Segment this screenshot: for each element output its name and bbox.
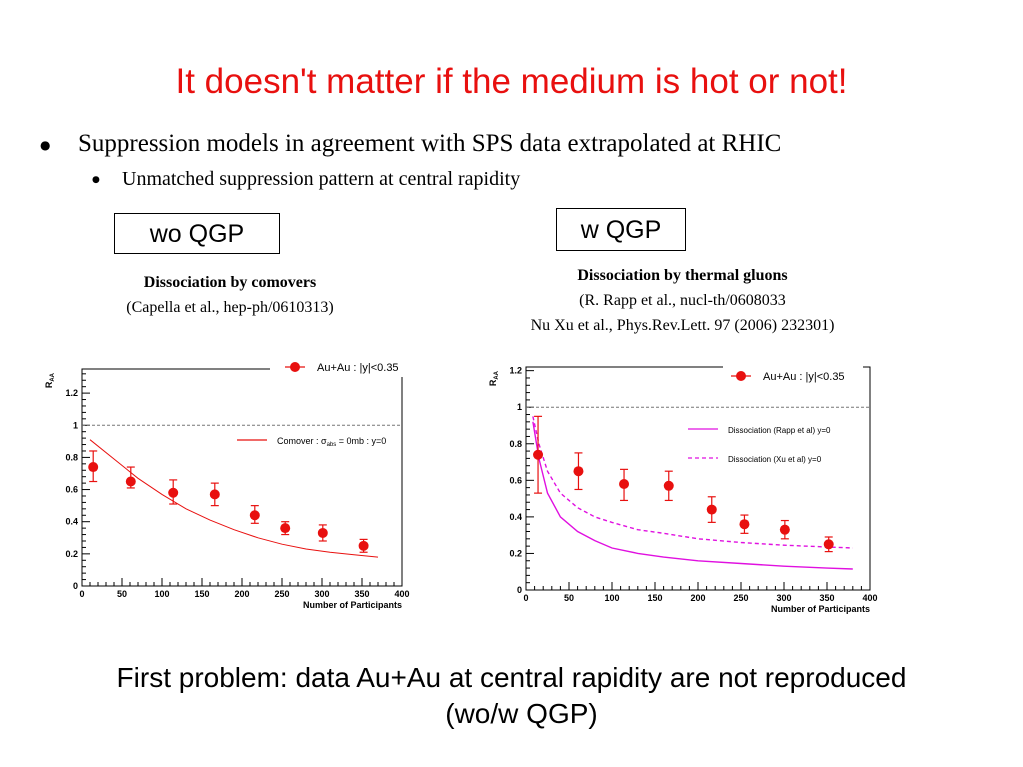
legend-marker [290, 362, 300, 372]
data-point [619, 478, 630, 489]
y-tick-label: 1 [517, 402, 522, 412]
legend-box [270, 357, 410, 377]
y-axis-title-sub: AA [494, 370, 500, 379]
caption-left-ref: (Capella et al., hep-ph/0610313) [126, 299, 334, 316]
conclusion: First problem: data Au+Au at central rap… [0, 660, 1023, 732]
x-tick-label: 400 [862, 593, 877, 603]
x-tick-label: 200 [690, 593, 705, 603]
legend-label-part: Comover : σ [277, 436, 327, 446]
x-tick-label: 0 [523, 593, 528, 603]
x-tick-label: 50 [117, 589, 127, 599]
data-point [533, 449, 544, 460]
chart-thermal-gluons: 0 50 100 150 200 250 300 350 400 0 0.2 0.4 0.6 0.8 1 1.… [488, 364, 878, 614]
bullet-sub: ● Unmatched suppression pattern at centra… [92, 168, 520, 191]
x-axis-title: Number of Participants [771, 604, 870, 614]
x-tick-label: 150 [194, 589, 209, 599]
x-tick-label: 100 [604, 593, 619, 603]
y-tick-label: 1.2 [509, 366, 522, 376]
y-tick-label: 0 [73, 581, 78, 591]
y-tick-label: 0.8 [509, 439, 522, 449]
x-tick-label: 200 [234, 589, 249, 599]
data-point [249, 510, 260, 521]
y-tick-label: 0.2 [65, 549, 78, 559]
legend-label: Au+Au : |y|<0.35 [763, 371, 845, 383]
slide-title: It doesn't matter if the medium is hot o… [175, 62, 848, 101]
y-tick-label: 1.2 [65, 388, 78, 398]
label-box-w-qgp: w QGP [556, 208, 686, 251]
data-point [280, 523, 291, 534]
x-tick-label: 0 [79, 589, 84, 599]
x-tick-label: 150 [647, 593, 662, 603]
bullet-main-text: Suppression models in agreement with SPS… [78, 130, 782, 157]
data-point [317, 527, 328, 538]
caption-right-ref1: (R. Rapp et al., nucl-th/0608033 [579, 292, 786, 309]
bullet-dot-icon: ● [40, 138, 51, 153]
data-point [739, 519, 750, 530]
y-tick-label: 0.4 [65, 517, 78, 527]
caption-right: Dissociation by thermal gluons (R. Rapp … [460, 263, 905, 338]
x-tick-label: 350 [819, 593, 834, 603]
data-point [168, 487, 179, 498]
plot-frame [525, 366, 871, 591]
data-point [88, 462, 99, 473]
y-tick-label: 0.4 [509, 512, 522, 522]
data-point [125, 476, 136, 487]
x-tick-label: 300 [776, 593, 791, 603]
model-curve [532, 416, 853, 549]
legend-label: Au+Au : |y|<0.35 [317, 362, 399, 374]
y-tick-label: 1 [73, 420, 78, 430]
data-point [663, 480, 674, 491]
x-tick-label: 250 [274, 589, 289, 599]
data-point [779, 524, 790, 535]
model-curve [532, 421, 853, 570]
model-curve [89, 439, 379, 558]
y-tick-label: 0.6 [509, 475, 522, 485]
y-axis-title: RAA [488, 370, 500, 386]
conclusion-line2: (wo/w QGP) [445, 698, 598, 729]
data-point [209, 489, 220, 500]
data-point [706, 504, 717, 515]
x-axis-title: Number of Participants [303, 600, 402, 610]
legend-label-part: abs [327, 442, 337, 448]
caption-right-ref2: Nu Xu et al., Phys.Rev.Lett. 97 (2006) 2… [530, 317, 835, 334]
y-tick-label: 0.6 [65, 485, 78, 495]
x-tick-label: 400 [394, 589, 409, 599]
x-tick-label: 50 [564, 593, 574, 603]
y-axis-title-sub: AA [50, 372, 56, 381]
x-tick-label: 300 [314, 589, 329, 599]
legend-label-part: = 0mb : y=0 [336, 436, 386, 446]
bullet-main: ● Suppression models in agreement with SP… [40, 130, 781, 158]
bullet-dot-icon: ● [92, 175, 100, 186]
legend-label: Dissociation (Xu et al) y=0 [728, 455, 822, 464]
y-tick-label: 0.8 [65, 452, 78, 462]
label-box-wo-qgp: wo QGP [114, 213, 280, 254]
x-tick-label: 250 [733, 593, 748, 603]
legend-label: Comover : σabs = 0mb : y=0 [277, 436, 386, 448]
x-tick-label: 100 [154, 589, 169, 599]
data-point [358, 540, 369, 551]
conclusion-line1: First problem: data Au+Au at central rap… [116, 662, 907, 693]
caption-right-title: Dissociation by thermal gluons [577, 267, 788, 284]
legend-label: Dissociation (Rapp et al) y=0 [728, 426, 831, 435]
chart-comovers: 0 50 100 150 200 250 300 350 400 0 0.2 0.4 0.6 0.8 1 1.… [44, 357, 410, 610]
y-axis-title: RAA [44, 372, 56, 388]
y-tick-label: 0 [517, 585, 522, 595]
caption-left-title: Dissociation by comovers [143, 274, 317, 291]
data-point [573, 466, 584, 477]
caption-left: Dissociation by comovers (Capella et al.… [60, 270, 400, 320]
legend-box [723, 364, 863, 386]
bullet-sub-text: Unmatched suppression pattern at central… [122, 168, 521, 190]
x-tick-label: 350 [354, 589, 369, 599]
legend-marker [736, 371, 746, 381]
data-point [823, 539, 834, 550]
y-tick-label: 0.2 [509, 548, 522, 558]
